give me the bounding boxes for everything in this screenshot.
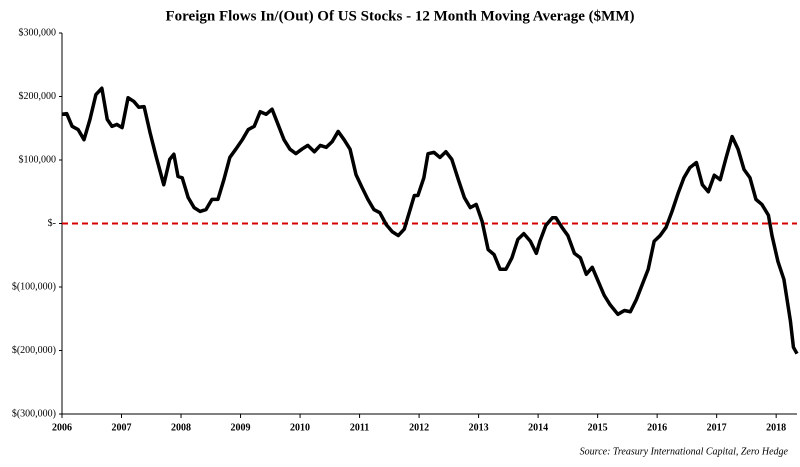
x-tick-label: 2016 bbox=[647, 422, 667, 433]
y-tick-label: $200,000 bbox=[19, 91, 57, 102]
x-tick-label: 2015 bbox=[588, 422, 608, 433]
x-tick-label: 2012 bbox=[409, 422, 429, 433]
x-tick-label: 2006 bbox=[52, 422, 72, 433]
x-tick-label: 2018 bbox=[766, 422, 786, 433]
data-line bbox=[61, 86, 799, 355]
x-tick-label: 2008 bbox=[171, 422, 191, 433]
x-tick-label: 2009 bbox=[231, 422, 251, 433]
y-tick-label: $100,000 bbox=[19, 154, 57, 165]
x-tick-label: 2017 bbox=[707, 422, 727, 433]
y-tick-label: $(200,000) bbox=[12, 345, 56, 356]
x-tick-label: 2010 bbox=[290, 422, 310, 433]
x-tick-label: 2007 bbox=[112, 422, 132, 433]
chart-title: Foreign Flows In/(Out) Of US Stocks - 12… bbox=[166, 8, 635, 24]
x-tick-label: 2011 bbox=[350, 422, 369, 433]
y-tick-label: $(300,000) bbox=[12, 408, 56, 419]
x-tick-label: 2014 bbox=[528, 422, 548, 433]
y-tick-label: $- bbox=[48, 218, 56, 229]
y-tick-label: $300,000 bbox=[19, 27, 57, 38]
y-tick-label: $(100,000) bbox=[12, 281, 56, 292]
source-note: Source: Treasury International Capital, … bbox=[580, 446, 789, 457]
x-tick-label: 2013 bbox=[469, 422, 489, 433]
